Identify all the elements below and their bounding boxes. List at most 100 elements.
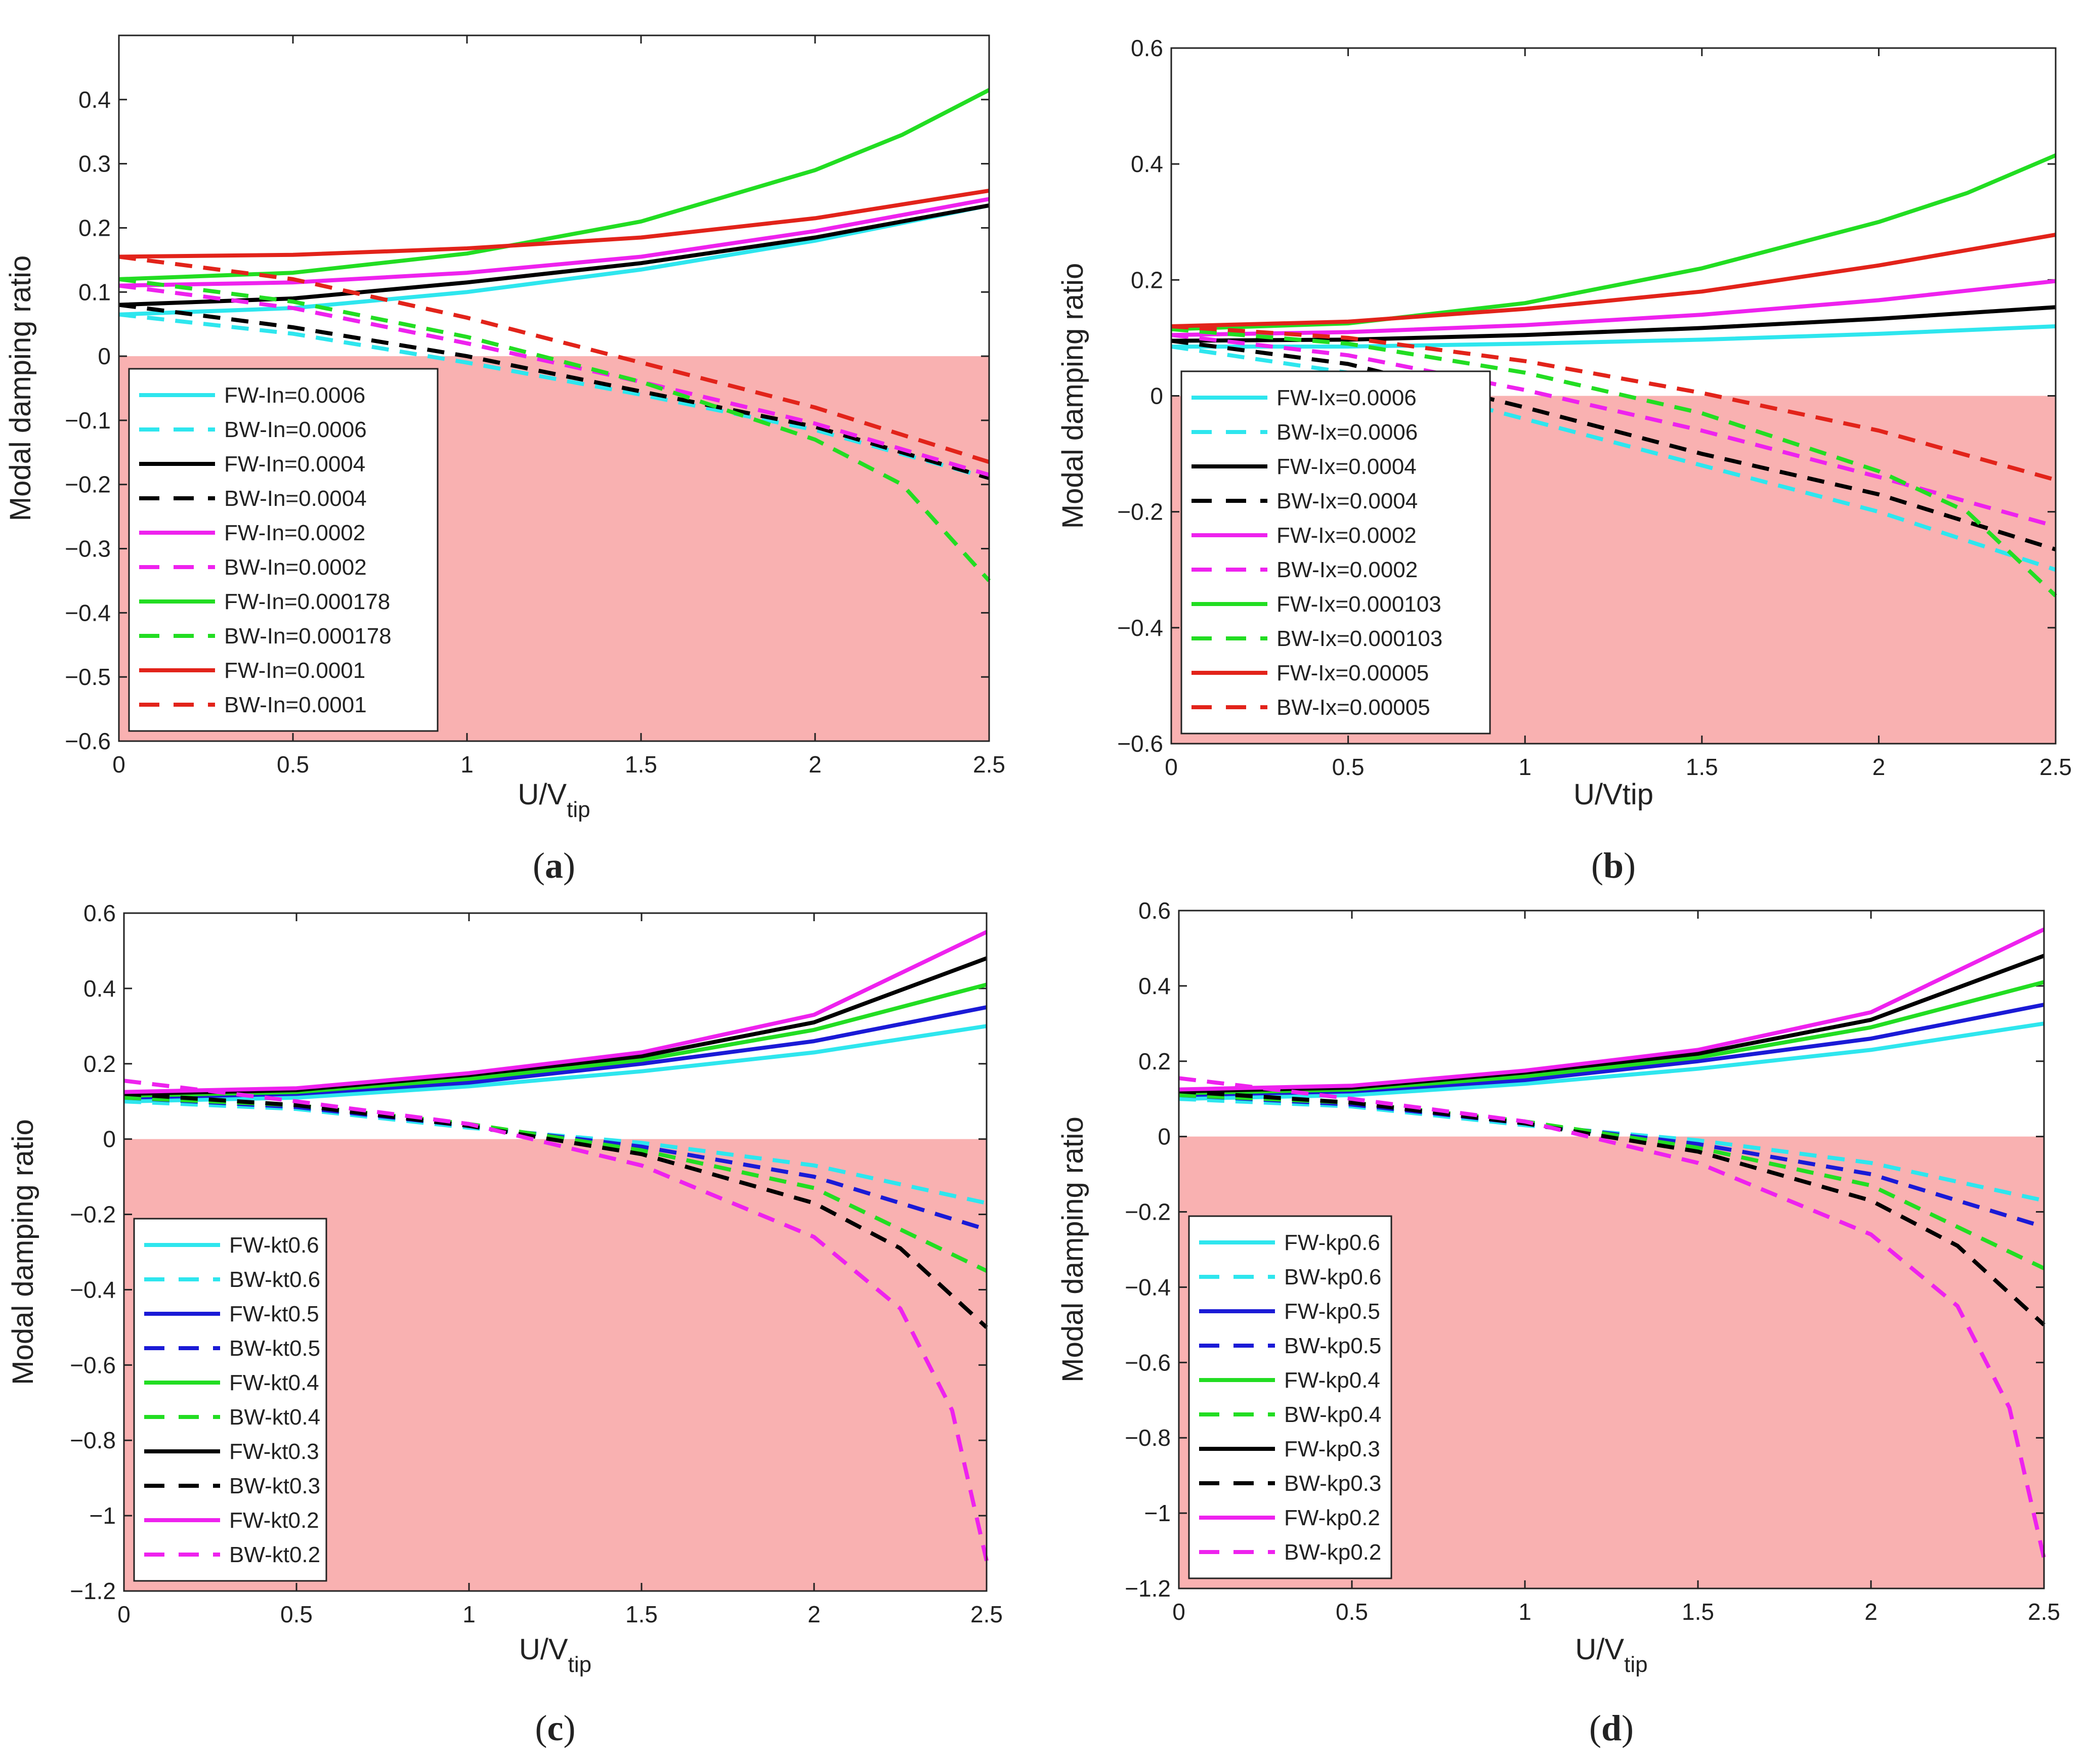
panel-caption: (a) xyxy=(533,845,575,886)
x-tick-label: 0.5 xyxy=(280,1601,313,1627)
y-tick-label: −0.6 xyxy=(65,728,111,754)
legend-label: BW-In=0.0001 xyxy=(224,693,367,717)
x-axis-label-subscript: tip xyxy=(1624,1652,1647,1677)
y-tick-label: 0.2 xyxy=(83,1051,116,1077)
series-line-BW-kt0.3 xyxy=(123,1092,988,1329)
y-tick-label: −1 xyxy=(1144,1500,1171,1526)
legend-label: BW-kt0.4 xyxy=(229,1405,320,1430)
x-tick-label: 1 xyxy=(1518,1599,1531,1625)
y-tick-label: 0.6 xyxy=(1131,35,1163,61)
y-tick-label: 0.1 xyxy=(78,279,111,305)
legend-label: FW-Ix=0.0002 xyxy=(1276,523,1417,548)
series-line-BW-Ix=0.000103 xyxy=(1171,327,2057,597)
x-tick-label: 1.5 xyxy=(1686,754,1718,780)
y-tick-label: −0.3 xyxy=(65,536,111,562)
series-line-FW-In=0.000178 xyxy=(118,88,990,281)
x-tick-label: 2.5 xyxy=(2028,1599,2060,1625)
y-tick-label: 0 xyxy=(103,1126,116,1152)
legend-label: BW-Ix=0.000103 xyxy=(1276,626,1442,651)
y-tick-label: −0.5 xyxy=(65,664,111,690)
legend-label: FW-kt0.2 xyxy=(229,1508,319,1533)
y-tick-label: −1.2 xyxy=(1125,1575,1171,1602)
legend-label: BW-kp0.2 xyxy=(1284,1540,1381,1565)
y-tick-label: −0.8 xyxy=(70,1427,116,1453)
series-line-BW-kp0.3 xyxy=(1178,1089,2046,1326)
series-line-BW-In=0.0001 xyxy=(118,254,990,464)
panel-caption: (b) xyxy=(1591,845,1636,886)
y-tick-label: 0.6 xyxy=(83,900,116,926)
series-line-BW-In=0.000178 xyxy=(118,277,991,582)
legend-label: BW-kp0.5 xyxy=(1284,1333,1381,1358)
y-tick-label: −0.4 xyxy=(65,599,111,626)
y-tick-label: −0.4 xyxy=(70,1276,116,1303)
axes-frame xyxy=(1178,910,2045,1589)
legend-label: FW-In=0.0004 xyxy=(224,452,365,477)
x-tick-label: 2 xyxy=(1864,1599,1878,1625)
x-tick-label: 1.5 xyxy=(1682,1599,1714,1625)
legend-label: BW-Ix=0.0004 xyxy=(1276,489,1418,513)
y-tick-label: 0.4 xyxy=(1131,151,1163,177)
x-axis-label: U/Vtip xyxy=(519,1633,591,1677)
series-line-BW-In=0.0006 xyxy=(118,312,990,480)
x-axis-label: U/Vtip xyxy=(1573,778,1653,811)
legend-label: BW-kp0.3 xyxy=(1284,1471,1381,1496)
series-line-FW-In=0.0006 xyxy=(118,203,990,317)
y-axis-label: Modal damping ratio xyxy=(4,255,37,522)
legend-label: BW-kt0.2 xyxy=(229,1542,320,1567)
x-tick-label: 0.5 xyxy=(1336,1599,1368,1625)
y-tick-label: −0.2 xyxy=(65,471,111,498)
y-axis-label: Modal damping ratio xyxy=(7,1119,39,1385)
x-axis-label: U/Vtip xyxy=(1575,1633,1647,1677)
y-tick-label: −0.2 xyxy=(1117,499,1163,525)
y-tick-label: −0.4 xyxy=(1125,1274,1171,1300)
legend-label: FW-kp0.5 xyxy=(1284,1299,1380,1324)
y-tick-label: 0.4 xyxy=(1138,973,1171,999)
x-tick-label: 1.5 xyxy=(625,1601,658,1627)
x-tick-label: 0 xyxy=(112,751,125,778)
series-line-FW-kp0.2 xyxy=(1178,927,2045,1092)
y-tick-label: −0.6 xyxy=(1117,730,1163,757)
legend-label: BW-Ix=0.00005 xyxy=(1276,695,1430,720)
panel-caption: (c) xyxy=(535,1708,576,1748)
y-tick-label: 0.4 xyxy=(83,975,116,1002)
legend: FW-In=0.0006 BW-In=0.0006 FW-In=0.0004 BW-I… xyxy=(128,368,439,732)
x-tick-label: 2 xyxy=(1872,754,1886,780)
y-axis-label: Modal damping ratio xyxy=(1056,263,1089,529)
y-tick-label: −0.6 xyxy=(1125,1349,1171,1375)
series-line-BW-Ix=0.00005 xyxy=(1171,324,2057,482)
legend-label: FW-Ix=0.0004 xyxy=(1276,454,1417,479)
y-tick-label: 0.3 xyxy=(78,151,111,177)
y-tick-label: −1.2 xyxy=(70,1578,116,1604)
y-tick-label: −0.2 xyxy=(70,1201,116,1228)
y-tick-label: −1 xyxy=(90,1502,116,1529)
axes-frame xyxy=(118,34,990,742)
x-tick-label: 0 xyxy=(1172,1599,1185,1625)
legend-label: BW-Ix=0.0006 xyxy=(1276,420,1418,445)
legend-label: FW-kt0.3 xyxy=(229,1439,319,1464)
series-line-FW-In=0.0002 xyxy=(118,197,990,288)
x-tick-label: 2 xyxy=(807,1601,821,1627)
y-tick-label: 0.2 xyxy=(1131,267,1163,293)
legend-label: FW-In=0.0001 xyxy=(224,658,365,683)
legend-label: BW-kt0.6 xyxy=(229,1267,320,1292)
chart-panel-b: 0 0.5 1 1.5 2 2.5 −0.6 −0.4 −0.2 0 0.2 0.4 0.6 FW-Ix=… xyxy=(1056,35,2072,886)
legend-label: BW-Ix=0.0002 xyxy=(1276,557,1418,582)
legend: FW-kt0.6 BW-kt0.6 FW-kt0.5 BW-kt0.5 FW-kt0.4… xyxy=(133,1218,327,1582)
chart-panel-a: 0 0.5 1 1.5 2 2.5 −0.6 −0.5 −0.4 −0.3 −0.2 −0.1 0 0.1… xyxy=(4,34,1005,886)
legend-label: BW-In=0.0002 xyxy=(224,555,367,580)
series-line-BW-In=0.0002 xyxy=(118,283,990,477)
legend-label: BW-In=0.000178 xyxy=(224,624,392,649)
panel-caption: (d) xyxy=(1589,1708,1634,1748)
x-axis-label: U/Vtip xyxy=(518,778,590,822)
legend-label: FW-kt0.5 xyxy=(229,1302,319,1326)
legend-label: BW-kp0.4 xyxy=(1284,1402,1381,1427)
x-tick-label: 1 xyxy=(462,1601,476,1627)
axes-frame xyxy=(1170,47,2057,745)
legend-label: FW-In=0.0002 xyxy=(224,521,365,545)
series-line-BW-kt0.2 xyxy=(123,1079,989,1562)
series-line-BW-Ix=0.0002 xyxy=(1171,333,2057,529)
y-tick-label: −0.6 xyxy=(70,1352,116,1378)
series-line-BW-kp0.2 xyxy=(1178,1076,2046,1559)
series-line-FW-kt0.2 xyxy=(123,930,988,1094)
y-tick-label: −0.1 xyxy=(65,407,111,434)
